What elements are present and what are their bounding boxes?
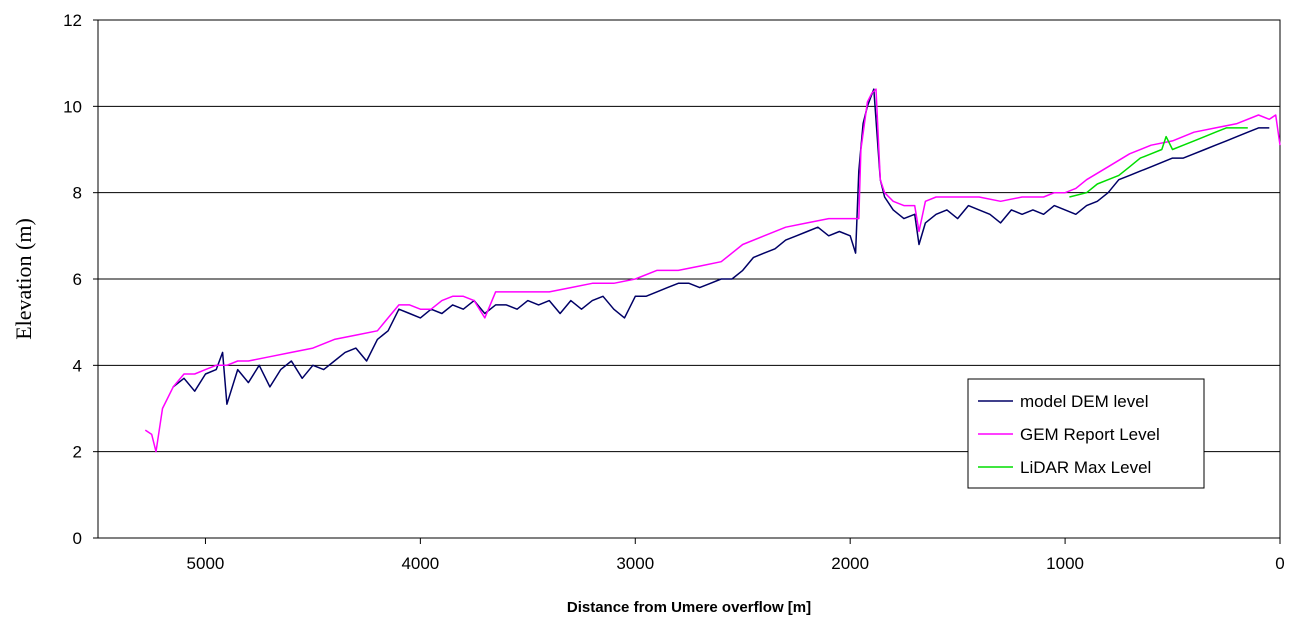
y-axis-label: Elevation (m) bbox=[11, 218, 36, 340]
x-tick-label: 0 bbox=[1275, 554, 1284, 573]
y-tick-label: 8 bbox=[73, 184, 82, 203]
y-tick-label: 4 bbox=[73, 356, 82, 375]
x-axis-ticks: 5000 4000 3000 2000 1000 0 bbox=[187, 538, 1285, 573]
series-line-1 bbox=[172, 88, 1270, 405]
y-tick-label: 10 bbox=[63, 97, 82, 116]
legend: model DEM level GEM Report Level LiDAR Max… bbox=[967, 378, 1205, 489]
legend-label: model DEM level bbox=[1020, 392, 1149, 411]
y-axis-ticks: 0 2 4 6 8 10 12 bbox=[63, 11, 98, 548]
legend-label: LiDAR Max Level bbox=[1020, 458, 1151, 477]
x-tick-label: 1000 bbox=[1046, 554, 1084, 573]
x-tick-label: 3000 bbox=[616, 554, 654, 573]
y-tick-label: 0 bbox=[73, 529, 82, 548]
series-line-2 bbox=[144, 88, 1281, 453]
series-line-3 bbox=[1069, 127, 1248, 198]
x-tick-label: 2000 bbox=[831, 554, 869, 573]
x-tick-label: 5000 bbox=[187, 554, 225, 573]
y-tick-label: 6 bbox=[73, 270, 82, 289]
y-tick-label: 12 bbox=[63, 11, 82, 30]
series-lines bbox=[144, 88, 1281, 453]
x-axis-label: Distance from Umere overflow [m] bbox=[567, 599, 811, 616]
y-tick-label: 2 bbox=[73, 443, 82, 462]
legend-label: GEM Report Level bbox=[1020, 425, 1160, 444]
x-tick-label: 4000 bbox=[401, 554, 439, 573]
